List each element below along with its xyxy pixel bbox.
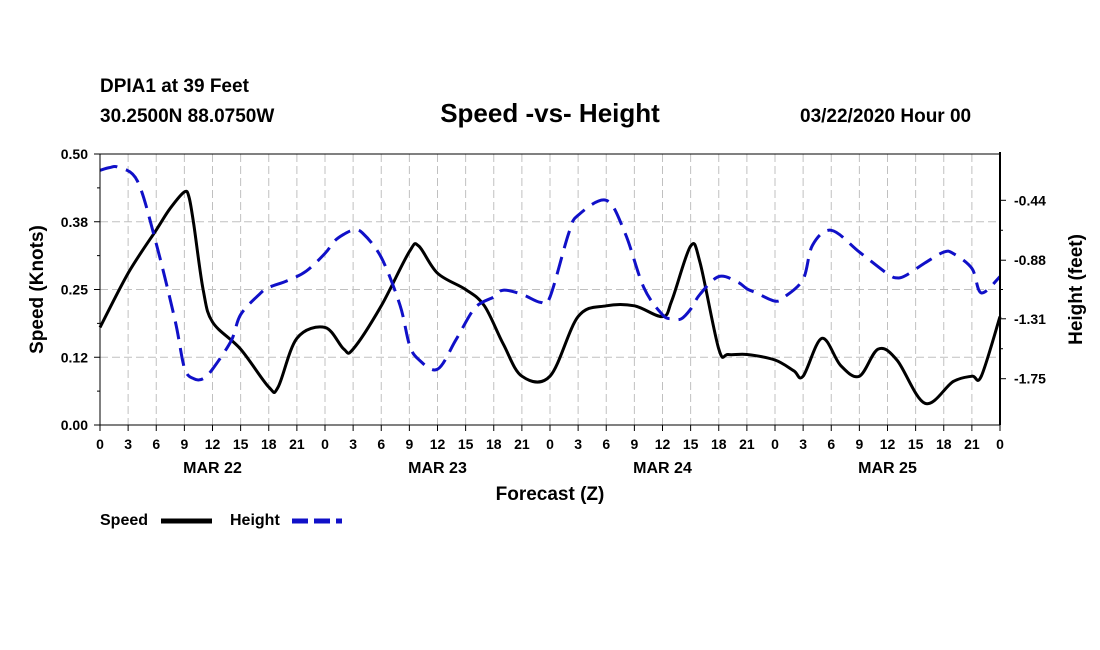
x-tick-label: 9 [180, 436, 188, 452]
x-tick-label: 0 [996, 436, 1004, 452]
series-curves [98, 164, 1002, 406]
coordinates-label: 30.2500N 88.0750W [100, 106, 275, 127]
x-tick-label: 12 [655, 436, 671, 452]
y-tick-label: 0.25 [61, 282, 88, 298]
y2-tick-label: -0.44 [1014, 192, 1046, 208]
x-tick-label: 12 [205, 436, 221, 452]
height-series-line [99, 164, 1002, 382]
y2-tick-label: -0.88 [1014, 252, 1046, 268]
x-tick-label: 6 [602, 436, 610, 452]
x-tick-label: 21 [964, 436, 980, 452]
x-tick-label: 18 [486, 436, 502, 452]
x-tick-label: 18 [261, 436, 277, 452]
x-tick-label: 3 [124, 436, 132, 452]
x-tick-label: 21 [514, 436, 530, 452]
x-tick-label: 3 [349, 436, 357, 452]
x-tick-label: 0 [771, 436, 779, 452]
y-axis-title: Speed (Knots) [27, 225, 48, 354]
y-tick-label: 0.00 [61, 417, 88, 433]
legend: Speed Height [100, 512, 342, 529]
chart-title: Speed -vs- Height [440, 98, 660, 128]
day-label: MAR 23 [408, 460, 467, 477]
x-tick-label: 0 [321, 436, 329, 452]
y-tick-label: 0.38 [61, 214, 88, 230]
y-tick-label: 0.12 [61, 349, 88, 365]
x-tick-label: 3 [574, 436, 582, 452]
day-label: MAR 24 [633, 460, 692, 477]
x-tick-label: 15 [458, 436, 474, 452]
legend-height-label: Height [230, 512, 280, 529]
x-tick-label: 6 [827, 436, 835, 452]
x-tick-label: 18 [711, 436, 727, 452]
y2-tick-label: -1.75 [1014, 371, 1046, 387]
y2-axis-title: Height (feet) [1066, 234, 1087, 345]
day-label: MAR 22 [183, 460, 242, 477]
y2-tick-label: -1.31 [1014, 311, 1046, 327]
forecast-datetime: 03/22/2020 Hour 00 [800, 106, 972, 127]
x-tick-label: 6 [152, 436, 160, 452]
legend-speed-label: Speed [100, 512, 148, 529]
x-tick-label: 9 [630, 436, 638, 452]
speed-series-line [98, 189, 1002, 406]
day-label: MAR 25 [858, 460, 917, 477]
x-tick-label: 0 [546, 436, 554, 452]
grid [100, 154, 1000, 425]
x-tick-label: 12 [430, 436, 446, 452]
x-tick-label: 6 [377, 436, 385, 452]
x-tick-label: 18 [936, 436, 952, 452]
axis-ticks [94, 153, 1006, 431]
x-tick-label: 15 [908, 436, 924, 452]
x-tick-label: 15 [683, 436, 699, 452]
x-axis-title: Forecast (Z) [496, 484, 605, 505]
axis-labels: 0 3 6 9 12 15 18 21 0 3 6 9 12 15 18 21 0 3 6 9 12 15 18 21 0 3 6 9… [27, 146, 1087, 505]
x-tick-label: 21 [289, 436, 305, 452]
x-tick-label: 15 [233, 436, 249, 452]
station-label: DPIA1 at 39 Feet [100, 76, 249, 97]
x-tick-label: 21 [739, 436, 755, 452]
y-tick-label: 0.50 [61, 146, 88, 162]
x-tick-label: 12 [880, 436, 896, 452]
x-tick-label: 9 [405, 436, 413, 452]
x-tick-label: 9 [855, 436, 863, 452]
x-tick-label: 3 [799, 436, 807, 452]
x-tick-label: 0 [96, 436, 104, 452]
